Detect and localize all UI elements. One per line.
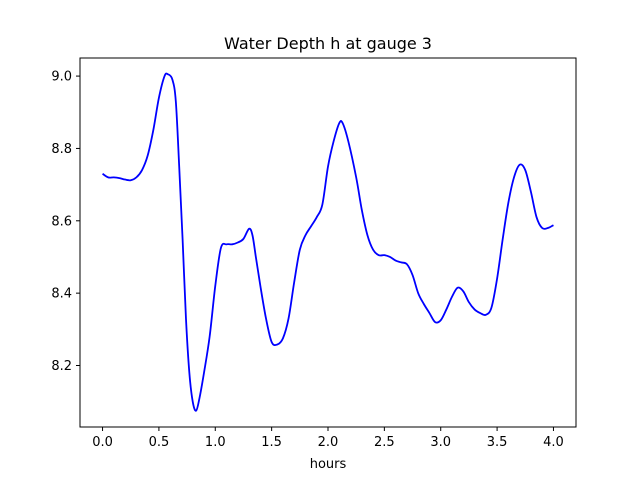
x-tick-label: 1.0 [205,435,226,450]
y-axis: 8.2 8.4 8.6 8.8 9.0 [51,70,80,374]
x-axis-label: hours [310,457,347,472]
series-line [102,72,554,412]
x-tick-label: 0.0 [92,435,113,450]
series-layer [102,72,554,412]
x-tick-label: 2.0 [318,435,339,450]
x-tick-label: 1.5 [261,435,282,450]
x-axis: 0.0 0.5 1.0 1.5 2.0 2.5 3.0 3.5 4.0 [92,427,564,450]
y-tick-label: 8.6 [51,214,72,229]
y-tick-label: 8.4 [51,287,72,302]
x-tick-label: 2.5 [374,435,395,450]
chart-title: Water Depth h at gauge 3 [224,34,432,53]
x-tick-label: 3.0 [430,435,451,450]
x-tick-label: 0.5 [149,435,170,450]
y-tick-label: 8.2 [51,359,72,374]
y-tick-label: 9.0 [51,70,72,85]
x-tick-label: 3.5 [487,435,508,450]
x-tick-label: 4.0 [543,435,564,450]
y-tick-label: 8.8 [51,142,72,157]
